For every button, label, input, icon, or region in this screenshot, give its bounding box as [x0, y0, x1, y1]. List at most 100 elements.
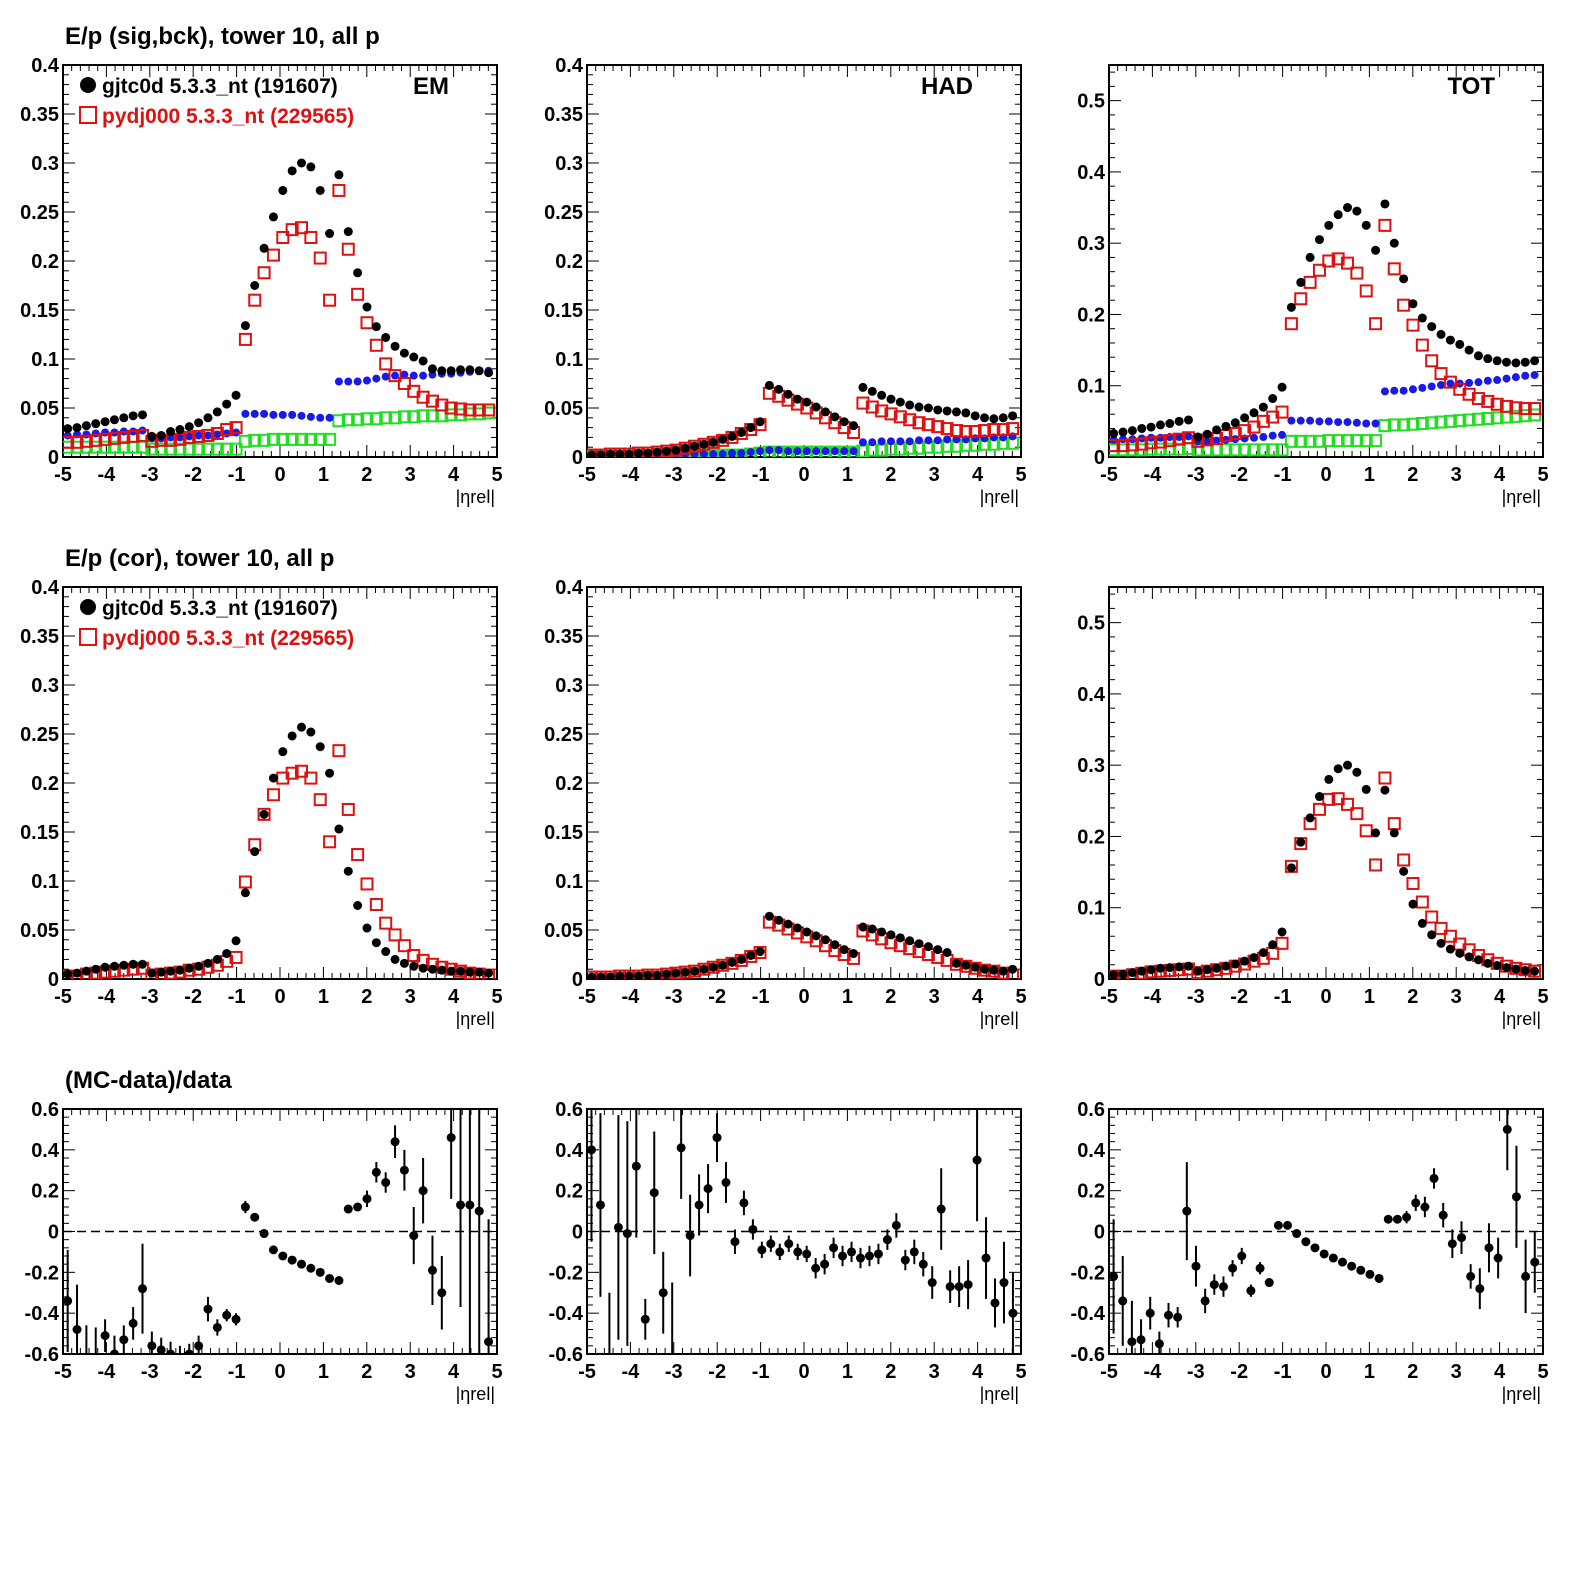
data-point [849, 949, 859, 959]
x-tick-label: 5 [491, 1361, 502, 1383]
data-point-blue [877, 437, 886, 446]
data-point [278, 747, 288, 757]
data-point [820, 1259, 830, 1269]
mc-point [1312, 802, 1326, 816]
mc-point [341, 802, 355, 816]
data-point [849, 421, 859, 431]
data-point [1230, 418, 1240, 428]
data-point [945, 1282, 955, 1292]
y-tick-label: 0.4 [555, 55, 584, 77]
data-point [821, 407, 831, 417]
data-point [1173, 1312, 1183, 1322]
mc-point [257, 266, 271, 280]
x-tick-label: -4 [622, 1361, 641, 1383]
data-point [1361, 784, 1371, 794]
data-point [671, 968, 681, 978]
data-point [119, 1335, 129, 1345]
mc-point [921, 418, 935, 432]
data-point [877, 927, 887, 937]
x-tick-label: -1 [752, 464, 770, 486]
x-axis-label: |ηrel| [980, 1384, 1019, 1404]
data-point [886, 394, 896, 404]
x-tick-label: 0 [798, 986, 809, 1008]
data-point [867, 386, 877, 396]
mc-point-green [1490, 411, 1504, 425]
data-point [1492, 960, 1502, 970]
x-tick-label: -5 [578, 464, 596, 486]
y-tick-label: 0.4 [31, 577, 60, 599]
data-point [297, 158, 307, 168]
data-point [437, 1288, 447, 1298]
data-point-blue [868, 438, 877, 447]
data-point-blue [1278, 430, 1287, 439]
data-point-blue [765, 446, 774, 455]
y-tick-label: 0.25 [20, 202, 59, 224]
panel-tot-cor: -5 -4 -3 -2 -1 0 1 2 3 4 5|ηrel| 0 0.1 0.2 0.3 0.4 0.5 [1077, 586, 1549, 1029]
mc-point-green [360, 412, 374, 426]
mc-point [107, 431, 121, 445]
data-point [1286, 302, 1296, 312]
y-tick-label: -0.6 [1071, 1344, 1105, 1366]
mc-point-green [1397, 418, 1411, 432]
data-point [128, 959, 138, 969]
data-point [882, 1235, 892, 1245]
data-point [821, 935, 831, 945]
data-point [1240, 413, 1250, 423]
mc-point [276, 230, 290, 244]
data-point [905, 936, 915, 946]
panel-label: EM [413, 73, 449, 100]
mc-point-green [332, 414, 346, 428]
data-point [951, 407, 961, 417]
data-point [1146, 422, 1156, 432]
data-point [774, 384, 784, 394]
data-point [484, 368, 494, 378]
data-point [222, 949, 232, 959]
data-point [1165, 963, 1175, 973]
x-tick-label: -3 [1187, 464, 1205, 486]
data-point [1380, 785, 1390, 795]
data-point [1324, 220, 1334, 230]
x-tick-label: 3 [929, 1361, 940, 1383]
data-point [390, 341, 400, 351]
data-point [231, 1314, 241, 1324]
data-point [259, 1229, 269, 1239]
mc-point [875, 404, 889, 418]
mc-point [856, 396, 870, 410]
data-point [484, 1337, 494, 1347]
x-tick-label: 4 [972, 1361, 984, 1383]
data-point [1314, 792, 1324, 802]
mc-point-green [117, 440, 131, 454]
x-tick-label: -1 [228, 1361, 246, 1383]
mc-point [1322, 792, 1336, 806]
data-point [1511, 964, 1521, 974]
mc-point [753, 946, 767, 960]
data-point [615, 449, 625, 457]
mc-point [1415, 338, 1429, 352]
data-point [1209, 1280, 1219, 1290]
row-title-ratio: (MC-data)/data [65, 1067, 232, 1094]
mc-point [949, 424, 963, 438]
y-tick-label: 0.1 [31, 349, 59, 371]
data-point-blue [1315, 417, 1324, 426]
mc-point-green [192, 442, 206, 456]
x-tick-label: -4 [622, 986, 641, 1008]
data-point-blue [362, 376, 371, 385]
mc-point [220, 423, 234, 437]
data-point-blue [1352, 418, 1361, 427]
mc-point [266, 248, 280, 262]
mc-point [959, 425, 973, 439]
x-tick-label: 4 [448, 986, 460, 1008]
y-tick-label: 0.6 [31, 1099, 59, 1121]
data-point-blue [419, 371, 428, 380]
mc-point [454, 402, 468, 416]
mc-point-green [1284, 434, 1298, 448]
data-point [184, 422, 194, 432]
data-point-blue [709, 450, 718, 457]
mc-point-green [1331, 434, 1345, 448]
y-tick-label: 0.4 [555, 577, 584, 599]
y-tick-label: 0 [1094, 1222, 1105, 1244]
x-tick-label: 2 [361, 986, 372, 1008]
plot-area [1109, 760, 1542, 979]
data-point-blue [1380, 387, 1389, 396]
y-tick-label: 0.4 [1077, 684, 1106, 706]
